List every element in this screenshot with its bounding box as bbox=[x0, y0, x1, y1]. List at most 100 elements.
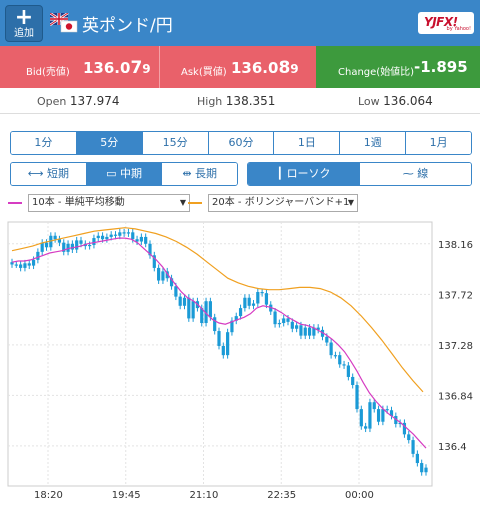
candle-body bbox=[178, 296, 182, 306]
chart-style-tab-1[interactable]: ⁓ 線 bbox=[359, 163, 471, 185]
timeframe-tab-2[interactable]: 15分 bbox=[141, 132, 208, 154]
boll-select[interactable]: 20本 - ボリンジャーバンド+1 ▼ bbox=[208, 194, 358, 212]
ma-select[interactable]: 10本 - 単純平均移動 ▼ bbox=[28, 194, 190, 212]
candle-body bbox=[364, 426, 368, 429]
candle-body bbox=[351, 376, 355, 385]
gbp-jpy-flag-icon bbox=[50, 13, 78, 33]
timeframe-tab-4[interactable]: 1日 bbox=[273, 132, 340, 154]
chart-style-tab-0[interactable]: ┃ ローソク bbox=[248, 163, 359, 185]
timeframe-tab-5[interactable]: 1週 bbox=[339, 132, 406, 154]
candle-body bbox=[368, 402, 372, 429]
timeframe-tab-label: 5分 bbox=[100, 136, 119, 149]
price-stats: Open 137.974 High 138.351 Low 136.064 bbox=[0, 88, 480, 114]
timeframe-tab-label: 1日 bbox=[297, 136, 316, 149]
term-tab-label: 中期 bbox=[119, 167, 142, 180]
timeframe-tab-label: 1月 bbox=[429, 136, 448, 149]
candle-body bbox=[389, 410, 394, 416]
candle-body bbox=[204, 301, 208, 324]
candle-body bbox=[394, 415, 398, 425]
timeframe-tab-label: 60分 bbox=[228, 136, 254, 149]
timeframe-tab-0[interactable]: 1分 bbox=[11, 132, 76, 154]
bid-quote[interactable]: Bid(売値) 136.079 bbox=[0, 46, 159, 88]
candle-body bbox=[303, 327, 307, 336]
candle-body bbox=[44, 242, 49, 248]
candle-body bbox=[411, 440, 415, 454]
open-stat: Open 137.974 bbox=[37, 94, 120, 108]
y-tick-label: 138.16 bbox=[438, 240, 473, 251]
candle-body bbox=[213, 317, 217, 332]
low-stat: Low 136.064 bbox=[358, 94, 433, 108]
term-tab-1[interactable]: ▭ 中期 bbox=[85, 163, 162, 185]
x-tick-label: 18:20 bbox=[34, 490, 63, 501]
candle-body bbox=[19, 264, 23, 268]
candle-body bbox=[70, 243, 74, 250]
candle-body bbox=[200, 308, 204, 324]
candle-body bbox=[144, 236, 148, 244]
currency-pair-title: 英ポンド/円 bbox=[82, 16, 173, 36]
candle-body bbox=[191, 301, 195, 319]
candle-body bbox=[27, 263, 31, 266]
bollinger-upper-line bbox=[11, 227, 424, 393]
candle-body bbox=[226, 332, 230, 356]
candle-body bbox=[290, 321, 294, 329]
price-chart-svg: 138.16 137.72 137.28 136.84 136.4 18:20 19:45 2… bbox=[7, 221, 473, 501]
candle-body bbox=[113, 234, 118, 236]
candle-body bbox=[385, 409, 389, 411]
candle-body bbox=[346, 365, 350, 377]
x-tick-label: 19:45 bbox=[112, 490, 141, 501]
candle-body bbox=[372, 402, 376, 410]
timeframe-tab-6[interactable]: 1月 bbox=[405, 132, 471, 154]
candle-body bbox=[40, 242, 44, 252]
chart-style-selector: ┃ ローソク ⁓ 線 bbox=[247, 162, 472, 186]
timeframe-tab-1[interactable]: 5分 bbox=[75, 132, 142, 154]
mid-term-icon: ▭ bbox=[106, 167, 120, 180]
candle-body bbox=[96, 235, 100, 239]
long-term-icon: ⇹ bbox=[182, 167, 196, 180]
change-quote: Change(始値比) -1.895 bbox=[316, 46, 480, 88]
term-tab-2[interactable]: ⇹ 長期 bbox=[161, 163, 237, 185]
candle-body bbox=[312, 327, 316, 336]
candle-body bbox=[62, 242, 66, 252]
x-tick-label: 22:35 bbox=[267, 490, 296, 501]
candle-body bbox=[92, 238, 96, 245]
candle-body bbox=[135, 239, 139, 242]
candle-body bbox=[75, 240, 79, 250]
y-tick-label: 137.72 bbox=[438, 290, 473, 301]
candle-body bbox=[260, 292, 264, 294]
candle-body bbox=[148, 243, 152, 256]
add-label: 追加 bbox=[14, 28, 34, 39]
candle-body bbox=[402, 422, 407, 435]
candle-body bbox=[31, 259, 36, 266]
change-label: Change(始値比) bbox=[338, 67, 415, 78]
term-tab-label: 短期 bbox=[46, 167, 69, 180]
candlestick-icon: ┃ bbox=[276, 167, 287, 180]
candle-body bbox=[381, 409, 385, 422]
candle-body bbox=[66, 243, 70, 252]
header-bar: + 追加 英ポンド/円 YJFX! by Yahoo! bbox=[0, 0, 480, 46]
ask-quote[interactable]: Ask(買値) 136.089 bbox=[159, 46, 316, 88]
candle-body bbox=[424, 467, 428, 473]
candle-body bbox=[247, 297, 251, 306]
price-chart[interactable]: 138.16 137.72 137.28 136.84 136.4 18:20 19:45 2… bbox=[0, 216, 480, 508]
candle-body bbox=[174, 286, 178, 297]
candle-body bbox=[376, 409, 381, 422]
candle-body bbox=[152, 255, 156, 268]
high-stat: High 138.351 bbox=[197, 94, 276, 108]
add-button[interactable]: + 追加 bbox=[5, 5, 43, 42]
line-chart-icon: ⁓ bbox=[402, 167, 418, 180]
y-tick-label: 136.4 bbox=[438, 442, 467, 453]
timeframe-tab-3[interactable]: 60分 bbox=[207, 132, 274, 154]
timeframe-tab-label: 1週 bbox=[363, 136, 382, 149]
ma-color-swatch bbox=[8, 202, 22, 204]
y-tick-label: 136.84 bbox=[438, 391, 473, 402]
short-term-icon: ⟷ bbox=[27, 167, 47, 180]
candle-body bbox=[79, 240, 83, 244]
chart-style-tab-label: ローソク bbox=[286, 167, 331, 180]
term-selector: ⟷ 短期 ▭ 中期 ⇹ 長期 bbox=[10, 162, 238, 186]
candle-body bbox=[139, 236, 143, 242]
candle-body bbox=[23, 263, 27, 268]
term-tab-0[interactable]: ⟷ 短期 bbox=[11, 163, 86, 185]
candle-body bbox=[105, 236, 109, 240]
candle-body bbox=[329, 342, 333, 356]
candle-body bbox=[295, 325, 299, 329]
